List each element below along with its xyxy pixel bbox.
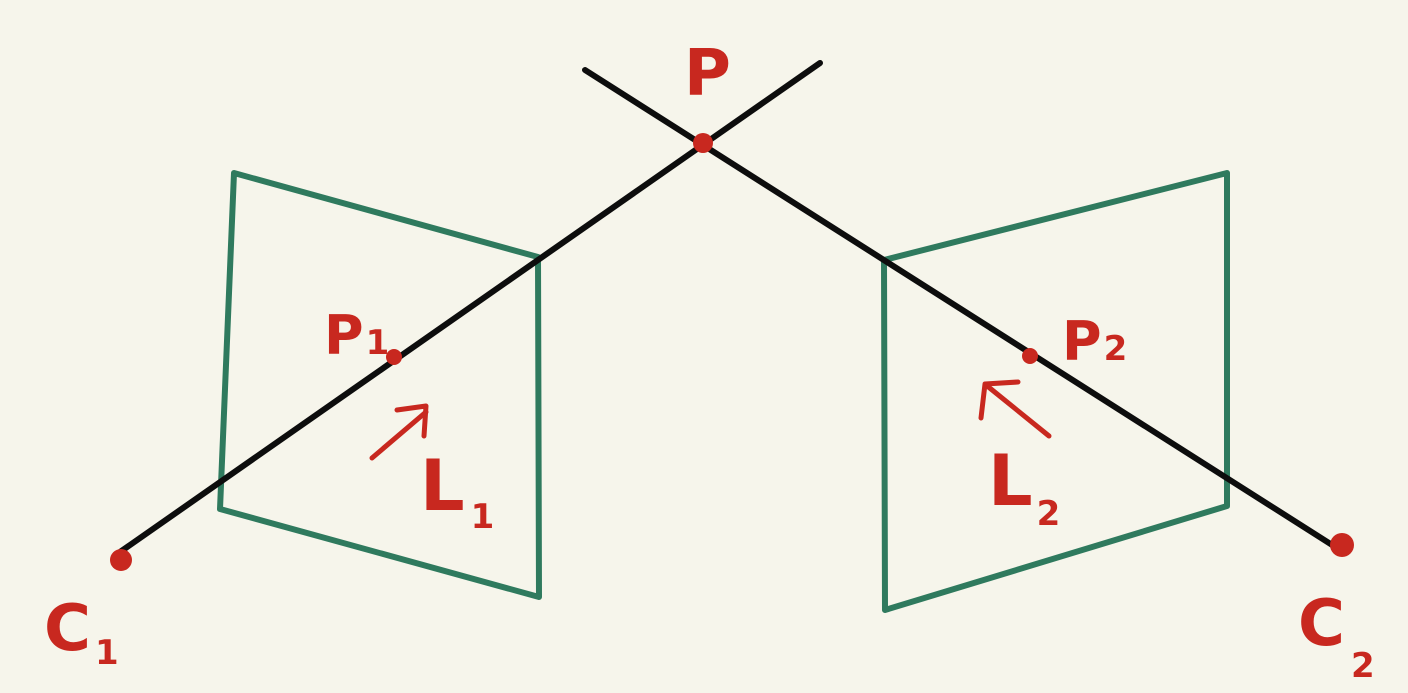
label-image-point-2: P2 — [1062, 310, 1127, 373]
ray-1-line — [117, 60, 823, 555]
label-image-point-1: P1 — [324, 304, 389, 367]
label-point-P: P — [684, 37, 731, 111]
image-plane-2 — [881, 170, 1230, 613]
image-plane-1 — [217, 170, 542, 600]
point-P-dot — [693, 133, 713, 153]
label-camera-2: C2 — [1298, 587, 1375, 686]
arrow-up-right-icon — [369, 403, 429, 461]
image-point-1-dot — [386, 349, 402, 365]
ray-2-line — [582, 67, 1343, 553]
image-point-2-dot — [1022, 348, 1038, 364]
camera-center-1-dot — [110, 549, 132, 571]
arrow-up-left-icon — [978, 379, 1052, 439]
camera-center-2-dot — [1330, 533, 1354, 557]
